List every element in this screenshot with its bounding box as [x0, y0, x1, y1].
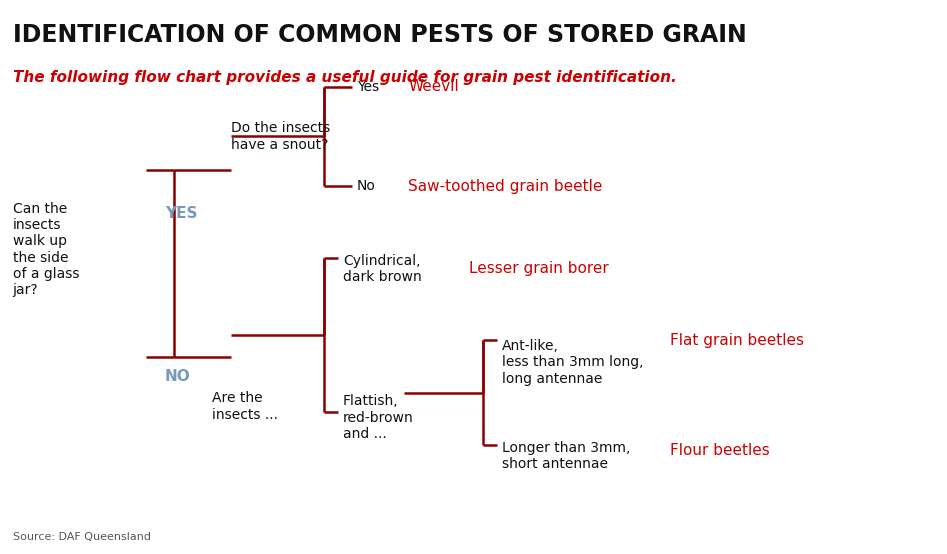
Text: YES: YES: [165, 206, 198, 221]
Text: Saw-toothed grain beetle: Saw-toothed grain beetle: [408, 178, 602, 193]
Text: Are the
insects ...: Are the insects ...: [212, 392, 277, 422]
Text: Flattish,
red-brown
and ...: Flattish, red-brown and ...: [343, 394, 414, 441]
Text: Do the insects
have a snout?: Do the insects have a snout?: [231, 121, 330, 152]
Text: Lesser grain borer: Lesser grain borer: [469, 261, 609, 276]
Text: Flat grain beetles: Flat grain beetles: [670, 333, 804, 348]
Text: Can the
insects
walk up
the side
of a glass
jar?: Can the insects walk up the side of a gl…: [12, 202, 80, 297]
Text: Weevil: Weevil: [408, 79, 459, 94]
Text: Yes: Yes: [357, 80, 379, 94]
Text: Ant-like,
less than 3mm long,
long antennae: Ant-like, less than 3mm long, long anten…: [502, 339, 643, 386]
Text: IDENTIFICATION OF COMMON PESTS OF STORED GRAIN: IDENTIFICATION OF COMMON PESTS OF STORED…: [12, 23, 746, 48]
Text: Longer than 3mm,
short antennae: Longer than 3mm, short antennae: [502, 441, 631, 471]
Text: No: No: [357, 179, 376, 193]
Text: Flour beetles: Flour beetles: [670, 443, 770, 458]
Text: NO: NO: [165, 369, 191, 384]
Text: The following flow chart provides a useful guide for grain pest identification.: The following flow chart provides a usef…: [12, 70, 676, 85]
Text: Cylindrical,
dark brown: Cylindrical, dark brown: [343, 254, 421, 284]
Text: Source: DAF Queensland: Source: DAF Queensland: [12, 532, 151, 542]
